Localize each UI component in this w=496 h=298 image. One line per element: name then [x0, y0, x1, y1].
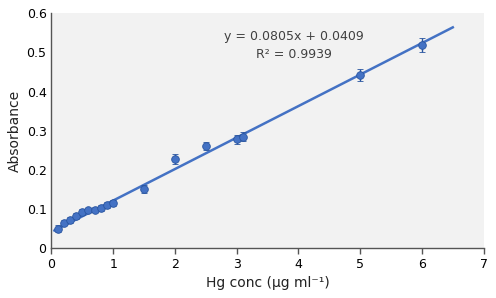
Y-axis label: Absorbance: Absorbance [8, 90, 22, 172]
X-axis label: Hg conc (µg ml⁻¹): Hg conc (µg ml⁻¹) [206, 276, 329, 290]
Text: y = 0.0805x + 0.0409
R² = 0.9939: y = 0.0805x + 0.0409 R² = 0.9939 [224, 30, 364, 61]
